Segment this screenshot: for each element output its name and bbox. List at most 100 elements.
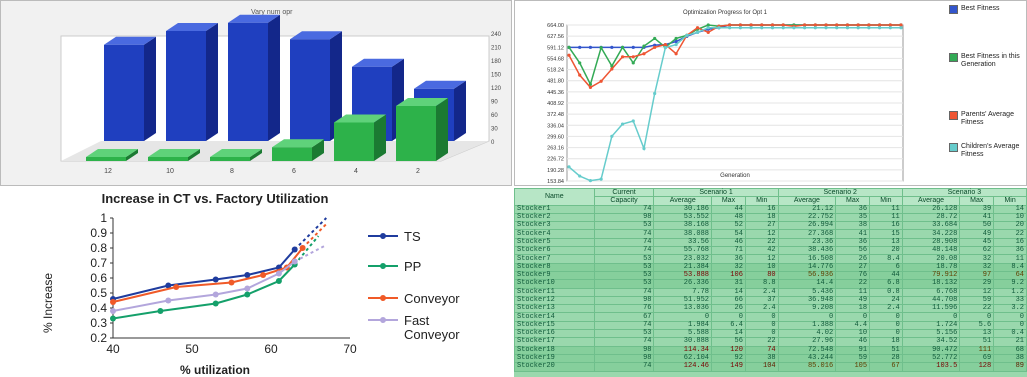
opt-point: [738, 23, 742, 27]
opt-point: [781, 26, 785, 30]
opt-point: [867, 23, 871, 27]
opt-legend-swatch: [949, 53, 958, 62]
opt-point: [620, 122, 625, 126]
opt-ytick: 664.00: [547, 23, 564, 29]
ct-point: [299, 245, 306, 251]
bar3d-title: Vary num opr: [251, 9, 293, 16]
opt-point: [578, 45, 582, 49]
column-header: Max: [711, 196, 746, 206]
table-row: Stocker2 98 53.552 48 18 22.752 35 11 28.72 41 10: [514, 212, 1027, 223]
table-cell: 26: [711, 304, 746, 314]
ct-ytick: 0.8: [90, 241, 107, 255]
bar3d-blue-bar: [104, 44, 144, 141]
opt-point: [588, 45, 593, 49]
table-cell: 13.036: [653, 304, 713, 314]
stocker-name-cell: Stocker3: [514, 221, 595, 231]
ct-legend-label: PP: [404, 259, 421, 274]
bar3d-green-bar-side: [250, 149, 262, 161]
bar3d-xtick: 12: [104, 168, 112, 175]
bar3d-green-bar-side: [188, 149, 200, 161]
opt-point: [728, 26, 732, 30]
column-header: Min: [993, 196, 1027, 206]
opt-point: [610, 134, 614, 138]
table-cell: 56: [711, 337, 746, 347]
table-cell: 22: [959, 304, 995, 314]
table-cell: 56: [835, 246, 871, 256]
opt-point: [770, 26, 775, 30]
table-cell: 74: [593, 337, 655, 347]
opt-point: [792, 26, 796, 30]
table-cell: 38: [835, 221, 871, 231]
ct-point: [157, 308, 164, 314]
ct-point: [110, 308, 116, 314]
table-cell: 34.52: [901, 337, 961, 347]
opt-point: [567, 165, 571, 169]
name-header: Name: [514, 188, 595, 206]
column-header: Capacity: [593, 196, 655, 206]
table-cell: 38.168: [653, 221, 713, 231]
table-cell: 26.994: [777, 221, 837, 231]
opt-legend-item: Children's Average Fitness: [949, 143, 1025, 159]
bar3d-blue-bar-top: [104, 36, 156, 45]
table-cell: 0: [901, 312, 961, 322]
table-row: Stocker3 53 38.168 52 27 26.994 38 16 33.684 50 20: [514, 221, 1027, 231]
ct-point: [244, 291, 251, 298]
opt-point: [610, 45, 614, 49]
opt-series-line: [568, 24, 901, 89]
opt-point: [653, 45, 657, 49]
opt-point: [567, 53, 571, 57]
bar3d-xtick: 6: [292, 168, 296, 175]
opt-point: [631, 55, 635, 59]
opt-legend-item: Parents' Average Fitness: [949, 111, 1025, 127]
bar3d-blue-bar-side: [144, 36, 156, 141]
column-header: Average: [777, 196, 837, 206]
table-cell: 53: [593, 221, 655, 231]
opt-legend-swatch: [949, 111, 958, 120]
table-cell: 31: [711, 279, 746, 289]
bar3d-green-bar: [396, 106, 436, 161]
column-header: Max: [959, 196, 995, 206]
ct-ytick: 0.9: [90, 226, 107, 240]
opt-legend-label: Best Fitness in this Generation: [961, 53, 1020, 68]
ct-point: [228, 279, 235, 286]
opt-point: [631, 45, 635, 49]
bar3d-ytick: 240: [491, 32, 502, 38]
bar3d-ytick: 210: [491, 46, 502, 52]
bar3d-blue-bar-top: [166, 23, 218, 31]
opt-legend-swatch: [949, 143, 958, 152]
table-cell: 104: [744, 362, 779, 372]
stocker-name-cell: Stocker7: [514, 254, 595, 264]
opt-point: [599, 46, 603, 50]
ct-ytick: 1: [100, 211, 107, 225]
opt-point: [824, 26, 828, 30]
bar3d-blue-bar-top: [290, 31, 342, 40]
opt-point: [856, 23, 860, 27]
ct-xtick: 40: [106, 342, 120, 356]
opt-ytick: 627.56: [547, 34, 564, 40]
table-cell: 103.5: [901, 362, 961, 372]
opt-point: [760, 23, 764, 27]
bar3d-ytick: 150: [491, 73, 502, 79]
table-cell: 3.2: [993, 304, 1027, 314]
table-cell: 20.08: [901, 254, 961, 264]
bar3d-chart: Vary num opr 240 210 180 150 120 90 60 30 0 12 10…: [60, 9, 502, 175]
column-header: Min: [744, 196, 779, 206]
opt-point: [813, 23, 817, 27]
bar3d-ytick: 120: [491, 86, 502, 92]
ct-point: [212, 276, 219, 283]
table-cell: 124.46: [653, 362, 713, 372]
ct-series-extrapolation: [301, 223, 328, 249]
opt-point: [845, 23, 850, 27]
opt-point: [620, 55, 625, 59]
stocker-panel: Name Current Scenario 1 Scenario 2 Scena…: [514, 188, 1027, 377]
table-cell: 36: [711, 254, 746, 264]
table-cell: 8.8: [744, 279, 779, 289]
bar3d-blue-bar: [290, 39, 330, 141]
table-cell: 36: [993, 246, 1027, 256]
opt-point: [653, 36, 657, 41]
opt-ytick: 299.60: [547, 134, 564, 140]
bar3d-ytick: 180: [491, 59, 502, 65]
ct-xtick: 50: [185, 342, 199, 356]
table-cell: 149: [711, 362, 746, 372]
table-cell: 18.132: [901, 279, 961, 289]
